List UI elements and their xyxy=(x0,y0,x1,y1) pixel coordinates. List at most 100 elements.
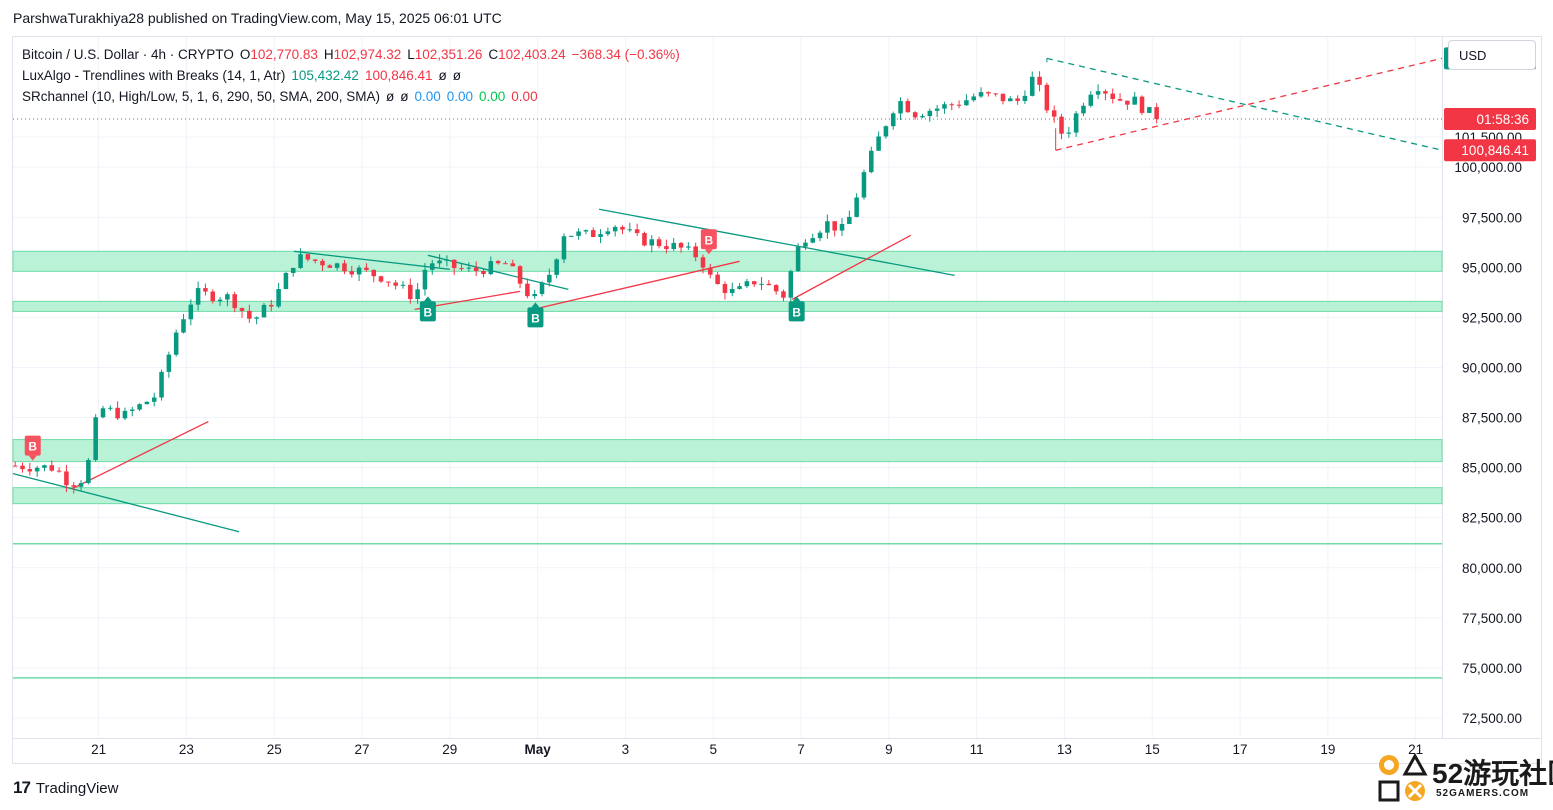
candle-down xyxy=(27,469,33,472)
candle-up xyxy=(108,407,113,409)
candle-down xyxy=(408,284,413,300)
candle-up xyxy=(254,317,259,319)
candle-down xyxy=(364,267,369,270)
sr-zone xyxy=(12,487,1443,505)
candle-down xyxy=(115,407,120,419)
candle-down xyxy=(481,271,486,275)
x-tick-label: 9 xyxy=(885,742,893,757)
close-value: 102,403.24 xyxy=(498,47,566,62)
candle-up xyxy=(854,197,859,217)
candle-up xyxy=(971,96,976,101)
candle-up xyxy=(539,282,545,294)
candle-up xyxy=(151,397,157,402)
candle-up xyxy=(627,229,633,231)
break-marker-bearish: B xyxy=(700,229,717,255)
y-tick-label: 95,000.00 xyxy=(1462,260,1522,275)
candle-up xyxy=(1132,96,1137,105)
candle-down xyxy=(459,268,464,270)
trendline-down xyxy=(293,250,450,270)
candle-up xyxy=(78,483,84,487)
open-label: O xyxy=(239,47,251,62)
candle-down xyxy=(781,291,786,298)
candle-up xyxy=(671,242,676,250)
x-tick-label: 23 xyxy=(179,742,194,757)
trendline-up xyxy=(791,234,912,300)
candle-down xyxy=(656,239,662,247)
marker-box xyxy=(788,301,805,322)
candle-down xyxy=(751,281,757,285)
gamepad-logo-icon xyxy=(1378,752,1428,802)
marker-label: B xyxy=(28,440,37,454)
y-tick-label: 97,500.00 xyxy=(1462,210,1522,225)
indicator1-value-lower: 100,846.41 xyxy=(364,68,433,83)
candle-down xyxy=(71,485,76,487)
low-value: 102,351.26 xyxy=(414,47,483,62)
publish-info: ParshwaTurakhiya28 published on TradingV… xyxy=(13,10,502,26)
candle-up xyxy=(1088,94,1094,106)
x-tick-label: 3 xyxy=(622,742,630,757)
tradingview-logo[interactable]: 17 TradingView xyxy=(13,778,118,798)
candle-up xyxy=(298,254,303,268)
candle-down xyxy=(912,112,918,118)
candle-down xyxy=(312,259,318,261)
candle-up xyxy=(532,293,537,297)
x-tick-label: May xyxy=(524,742,551,757)
legend-symbol-row[interactable]: Bitcoin / U.S. Dollar · 4h · CRYPTO O 102… xyxy=(22,44,686,65)
tradingview-mark-icon: 17 xyxy=(13,778,31,797)
indicator1-value-4: ø xyxy=(452,68,462,83)
site-watermark: 52游玩社区 52GAMERS.COM xyxy=(1376,752,1553,804)
y-tick-label: 82,500.00 xyxy=(1462,511,1522,526)
legend-indicator-srchannel[interactable]: SRchannel (10, High/Low, 5, 1, 6, 290, 5… xyxy=(22,86,686,107)
legend-indicator-luxalgo[interactable]: LuxAlgo - Trendlines with Breaks (14, 1,… xyxy=(22,65,686,86)
candle-down xyxy=(715,274,720,285)
candle-up xyxy=(605,231,611,235)
candle-down xyxy=(510,263,516,267)
break-marker-bearish: B xyxy=(24,435,41,461)
y-tick-label: 100,000.00 xyxy=(1454,160,1522,175)
candle-up xyxy=(290,267,296,273)
marker-box xyxy=(419,301,436,322)
currency-button[interactable]: USD xyxy=(1448,40,1536,70)
x-tick-label: 13 xyxy=(1057,742,1072,757)
candle-up xyxy=(276,289,281,307)
candle-up xyxy=(129,409,135,411)
x-tick-label: 21 xyxy=(91,742,106,757)
candle-down xyxy=(722,284,728,294)
candle-down xyxy=(320,260,325,266)
candle-down xyxy=(1000,93,1006,102)
candle-down xyxy=(620,226,625,230)
marker-pointer xyxy=(704,249,713,255)
candle-up xyxy=(554,259,559,275)
break-marker-bullish: B xyxy=(527,302,544,328)
candle-down xyxy=(393,282,398,286)
watermark-domain: 52GAMERS.COM xyxy=(1436,788,1530,799)
break-marker-bullish: B xyxy=(788,296,805,322)
candle-up xyxy=(488,261,494,275)
marker-box xyxy=(527,307,544,328)
change-value: −368.34 (−0.36%) xyxy=(571,47,680,62)
trendline-down xyxy=(427,254,569,290)
candle-down xyxy=(1051,110,1057,117)
candle-down xyxy=(517,266,523,284)
candle-down xyxy=(664,246,669,250)
candle-down xyxy=(247,310,252,319)
candle-down xyxy=(1125,100,1130,105)
x-tick-label: 21 xyxy=(1408,742,1423,757)
candle-up xyxy=(437,260,442,264)
indicator1-value-upper: 105,432.42 xyxy=(291,68,359,83)
high-label: H xyxy=(323,47,334,62)
candle-up xyxy=(137,404,142,410)
candle-up xyxy=(217,299,223,302)
candle-down xyxy=(473,267,479,272)
candle-up xyxy=(729,288,735,294)
candle-up xyxy=(649,239,655,246)
candle-up xyxy=(181,319,186,333)
candle-up xyxy=(839,223,845,231)
candle-up xyxy=(1066,132,1072,134)
candle-down xyxy=(269,304,274,307)
indicator2-value-1: ø xyxy=(385,89,395,104)
candle-down xyxy=(590,230,596,238)
x-tick-label: 27 xyxy=(355,742,370,757)
candle-up xyxy=(188,304,194,320)
